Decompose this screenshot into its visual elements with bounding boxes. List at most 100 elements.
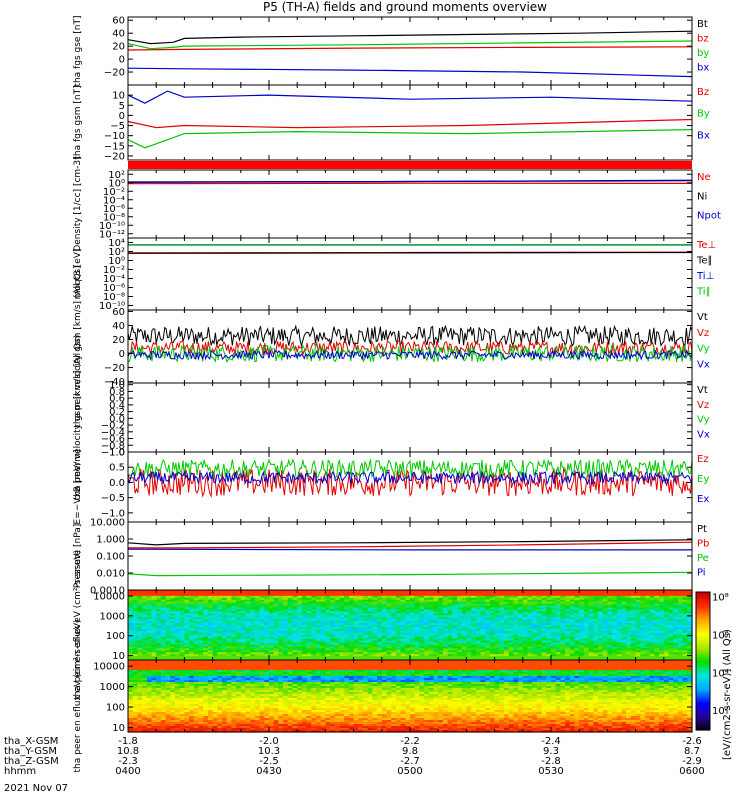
heatmap-cell <box>569 638 576 642</box>
heatmap-cell <box>414 644 420 647</box>
y-tick-label: −0.6 <box>101 434 125 445</box>
heatmap-cell <box>447 621 453 624</box>
heatmap-cell <box>348 634 355 638</box>
heatmap-cell <box>301 621 308 624</box>
heatmap-cell <box>598 656 604 659</box>
heatmap-cell <box>518 607 524 611</box>
heatmap-cell <box>226 591 232 595</box>
heatmap-cell <box>283 646 289 649</box>
heatmap-cell <box>283 613 289 616</box>
heatmap-cell <box>250 630 256 634</box>
heatmap-cell <box>659 634 665 638</box>
heatmap-cell <box>485 628 491 632</box>
heatmap-cell <box>598 607 604 611</box>
heatmap-cell <box>377 638 383 642</box>
heatmap-cell <box>367 621 373 624</box>
heatmap-cell <box>301 642 308 646</box>
heatmap-cell <box>405 646 411 649</box>
heatmap-cell <box>630 613 637 616</box>
heatmap-cell <box>179 591 185 595</box>
heatmap-cell <box>207 590 214 593</box>
heatmap-cell <box>546 638 552 642</box>
heatmap-cell <box>410 654 416 657</box>
heatmap-cell <box>348 611 355 614</box>
heatmap-cell <box>283 605 289 609</box>
heatmap-cell <box>626 617 632 620</box>
heatmap-cell <box>132 601 138 605</box>
heatmap-cell <box>442 613 449 616</box>
heatmap-cell <box>504 590 510 593</box>
heatmap-cell <box>626 654 632 657</box>
heatmap-cell <box>621 648 627 651</box>
heatmap-cell <box>424 650 430 653</box>
heatmap-cell <box>602 628 608 632</box>
heatmap-cell <box>677 595 684 599</box>
legend-entry: Ey <box>697 474 709 485</box>
heatmap-cell <box>612 597 618 601</box>
heatmap-cell <box>428 646 435 649</box>
heatmap-cell <box>471 628 477 632</box>
heatmap-cell <box>626 603 632 607</box>
heatmap-cell <box>226 640 232 644</box>
heatmap-cell <box>377 621 383 624</box>
heatmap-cell <box>607 632 613 636</box>
heatmap-cell <box>527 595 533 599</box>
heatmap-cell <box>198 626 204 630</box>
heatmap-cell <box>588 648 594 651</box>
heatmap-cell <box>645 613 651 616</box>
heatmap-cell <box>193 619 200 622</box>
heatmap-cell <box>527 658 533 661</box>
heatmap-cell <box>381 617 388 620</box>
heatmap-cell <box>363 652 369 655</box>
heatmap-cell <box>560 625 566 628</box>
heatmap-cell <box>142 611 148 614</box>
heatmap-cell <box>301 601 308 605</box>
heatmap-cell <box>363 646 369 649</box>
heatmap-cell <box>273 642 279 646</box>
heatmap-cell <box>334 632 341 636</box>
heatmap-cell <box>433 597 439 601</box>
heatmap-cell <box>344 603 350 607</box>
heatmap-cell <box>583 623 590 626</box>
heatmap-cell <box>128 660 134 663</box>
heatmap-cell <box>231 640 237 644</box>
heatmap-cell <box>386 603 392 607</box>
heatmap-cell <box>334 644 341 647</box>
heatmap-cell <box>682 599 688 603</box>
heatmap-cell <box>250 652 256 655</box>
heatmap-cell <box>442 642 449 646</box>
heatmap-cell <box>156 599 162 603</box>
heatmap-cell <box>612 607 618 611</box>
heatmap-cell <box>193 626 200 630</box>
heatmap-cell <box>621 628 627 632</box>
heatmap-cell <box>306 654 312 657</box>
heatmap-cell <box>489 591 496 595</box>
heatmap-cell <box>438 607 444 611</box>
heatmap-cell <box>292 601 298 605</box>
heatmap-cell <box>494 623 500 626</box>
heatmap-cell <box>414 626 420 630</box>
series-line-Pe <box>127 571 693 577</box>
heatmap-cell <box>259 591 265 595</box>
heatmap-cell <box>179 638 185 642</box>
heatmap-cell <box>433 603 439 607</box>
heatmap-cell <box>626 609 632 612</box>
heatmap-cell <box>461 644 467 647</box>
heatmap-cell <box>508 630 514 634</box>
heatmap-cell <box>457 609 463 612</box>
heatmap-cell <box>677 646 684 649</box>
heatmap-cell <box>419 623 425 626</box>
heatmap-cell <box>363 591 369 595</box>
heatmap-cell <box>452 623 458 626</box>
heatmap-cell <box>217 628 223 632</box>
heatmap-cell <box>649 634 655 638</box>
heatmap-cell <box>428 619 435 622</box>
heatmap-cell <box>405 599 411 603</box>
heatmap-cell <box>513 595 519 599</box>
heatmap-cell <box>527 609 533 612</box>
heatmap-cell <box>513 593 519 597</box>
heatmap-cell <box>240 607 247 611</box>
heatmap-cell <box>489 601 496 605</box>
heatmap-cell <box>433 611 439 614</box>
heatmap-cell <box>583 599 590 603</box>
